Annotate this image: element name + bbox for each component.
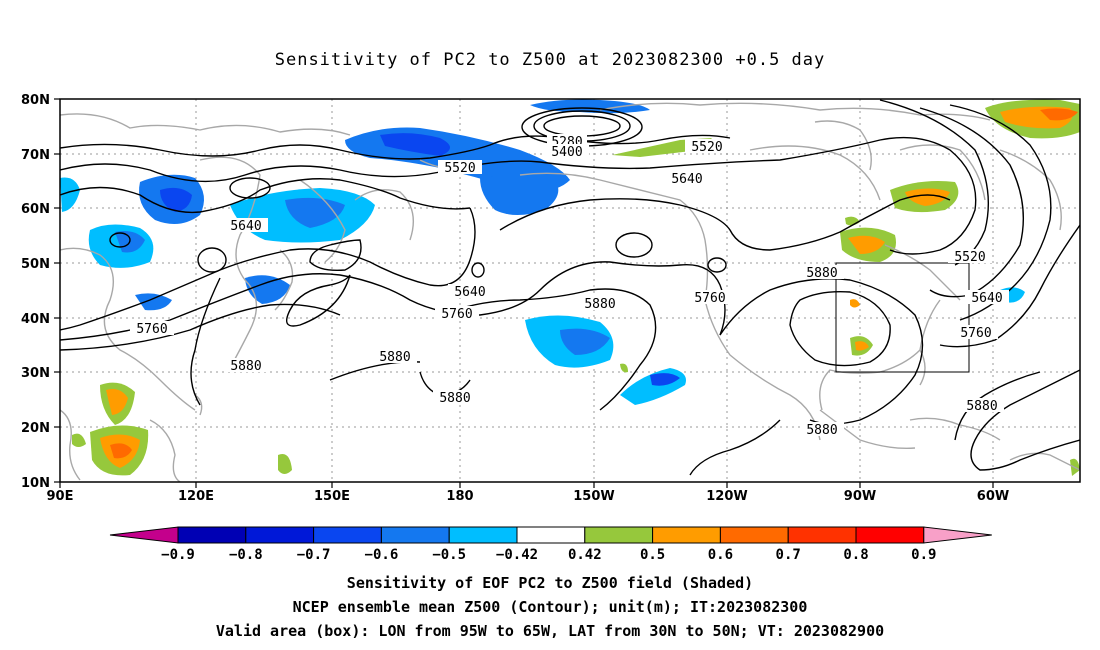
colorbar-segment [719, 526, 789, 544]
colorbar-segment [652, 526, 721, 544]
colorbar-label: 0.42 [568, 547, 602, 563]
colorbar-label: −0.8 [229, 547, 263, 563]
caption-line-1: Sensitivity of EOF PC2 to Z500 field (Sh… [346, 574, 754, 592]
lon-label: 90W [844, 489, 876, 504]
colorbar-label: 0.9 [911, 547, 936, 563]
contour-label: 5880 [584, 297, 615, 312]
colorbar-segment [584, 526, 654, 544]
z500-contours [60, 99, 1080, 476]
colorbar-label: 0.7 [776, 547, 801, 563]
chart-title: Sensitivity of PC2 to Z500 at 2023082300… [274, 50, 826, 70]
map-background [60, 99, 1080, 482]
colorbar-label: 0.8 [843, 547, 868, 563]
colorbar-label: 0.6 [708, 547, 733, 563]
contour-label: 5760 [136, 322, 167, 337]
lon-label: 150E [314, 489, 350, 504]
longitude-labels: 90E 120E 150E 180 150W 120W 90W 60W [47, 489, 1010, 504]
colorbar-label: −0.5 [432, 547, 466, 563]
colorbar-label: 0.5 [640, 547, 665, 563]
lon-label: 150W [573, 489, 614, 504]
colorbar-segment [380, 526, 450, 544]
coastlines [60, 102, 1080, 482]
lon-label: 120E [178, 489, 214, 504]
colorbar-segment [787, 526, 857, 544]
colorbar-label: −0.7 [297, 547, 331, 563]
contour-labels: 5280 5400 5520 5520 5520 5640 5640 5640 … [130, 134, 1009, 438]
caption-line-3: Valid area (box): LON from 95W to 65W, L… [215, 622, 885, 640]
latitude-labels: 80N 70N 60N 50N 40N 30N 20N 10N [21, 93, 50, 491]
colorbar-label: −0.9 [161, 547, 195, 563]
colorbar-segment [855, 526, 925, 544]
colorbar-segment [448, 526, 518, 544]
colorbar-segment [516, 526, 586, 544]
lat-label: 20N [21, 421, 50, 436]
contour-label: 5880 [806, 423, 837, 438]
axis-ticks [54, 98, 994, 488]
lat-label: 60N [21, 202, 50, 217]
contour-label: 5880 [439, 391, 470, 406]
positive-sensitivity-shading [72, 99, 1080, 476]
map-frame [59, 98, 1081, 483]
contour-label: 5760 [441, 307, 472, 322]
lat-label: 10N [21, 476, 50, 491]
valid-area-box [835, 262, 970, 373]
contour-label: 5520 [691, 140, 722, 155]
colorbar-label: −0.6 [365, 547, 399, 563]
contour-label: 5640 [230, 219, 261, 234]
colorbar-segment [313, 526, 382, 544]
lat-label: 40N [21, 312, 50, 327]
colorbar: −0.9 −0.8 −0.7 −0.6 −0.5 −0.42 0.42 0.5 0.6 0.7 0.… [109, 526, 992, 563]
lon-label: 120W [706, 489, 747, 504]
colorbar-label: −0.42 [496, 547, 538, 563]
contour-label: 5520 [954, 250, 985, 265]
colorbar-segment [177, 526, 247, 544]
lon-label: 180 [446, 489, 473, 504]
contour-label: 5880 [379, 350, 410, 365]
lon-label: 60W [977, 489, 1009, 504]
colorbar-max-triangle [923, 526, 992, 544]
lat-label: 70N [21, 148, 50, 163]
colorbar-min-triangle [109, 526, 179, 544]
contour-label: 5880 [230, 359, 261, 374]
lat-label: 30N [21, 366, 50, 381]
contour-label: 5520 [444, 161, 475, 176]
contour-label: 5640 [454, 285, 485, 300]
contour-label: 5760 [694, 291, 725, 306]
negative-sensitivity-shading [60, 99, 1025, 405]
lat-label: 50N [21, 257, 50, 272]
contour-label: 5640 [971, 291, 1002, 306]
contour-label: 5640 [671, 172, 702, 187]
lat-label: 80N [21, 93, 50, 108]
contour-label: 5400 [551, 145, 582, 160]
lon-label: 90E [47, 489, 74, 504]
contour-label: 5880 [806, 266, 837, 281]
contour-label: 5760 [960, 326, 991, 341]
caption-line-2: NCEP ensemble mean Z500 (Contour); unit(… [292, 598, 808, 616]
contour-label: 5880 [966, 399, 997, 414]
colorbar-segment [245, 526, 315, 544]
